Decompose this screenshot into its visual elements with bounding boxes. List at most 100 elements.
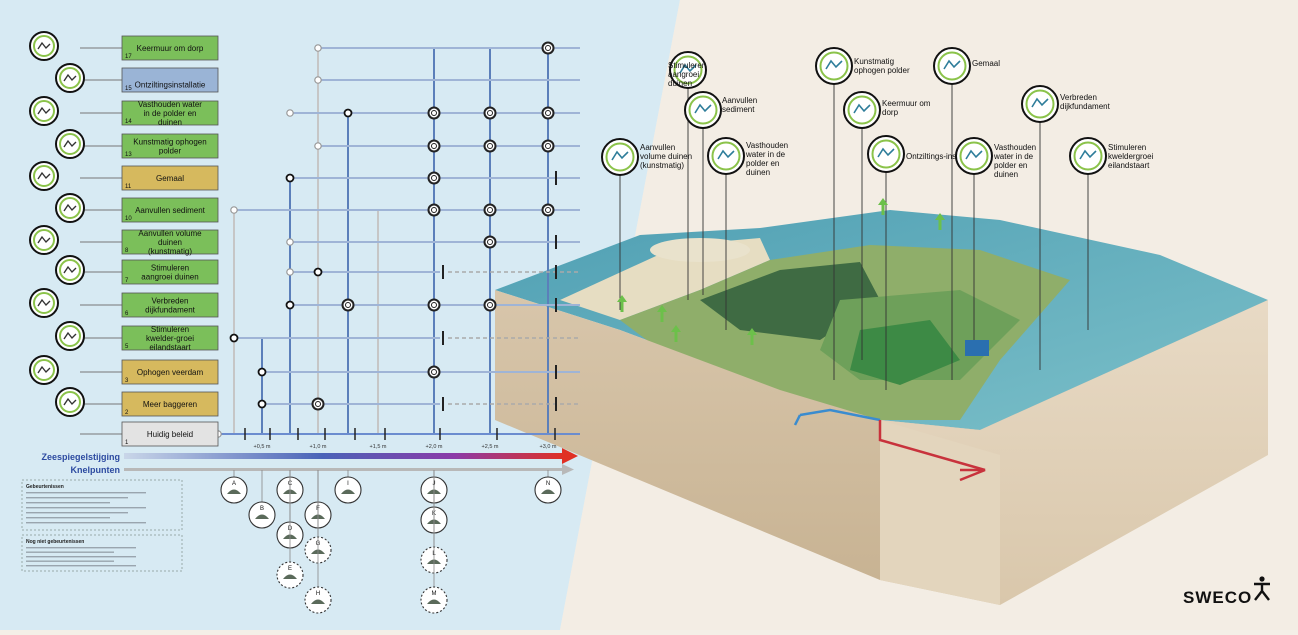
measure-box	[121, 133, 219, 159]
decision-ring-inner	[545, 45, 551, 51]
callout-label: Stimuleren	[1108, 143, 1146, 152]
measure-label: Verbreden	[152, 297, 189, 306]
knelpunt-n: N	[534, 470, 562, 504]
decision-ring	[541, 41, 555, 55]
decision-ring	[427, 298, 441, 312]
decision-ring	[483, 106, 497, 120]
measure-number: 17	[125, 54, 132, 60]
decision-ring-inner	[487, 110, 493, 116]
sea-level-axis: Zeespiegelstijging Knelpunten +0,5 m +1,0 m…	[41, 444, 578, 475]
decision-ring	[427, 203, 441, 217]
callout-icon	[707, 137, 745, 175]
raise-arrow-icon	[878, 198, 888, 215]
callout-label: kweldergroei	[1108, 152, 1154, 161]
measure-label: Ontziltingsinstallatie	[135, 81, 206, 90]
measure-label: dijkfundament	[145, 306, 196, 315]
raise-arrow-icon	[657, 305, 667, 322]
decision-ring-inner	[545, 207, 551, 213]
callout-label: Ontziltings-installatie	[906, 152, 980, 161]
legend-heading-1: Gebeurtenissen	[26, 484, 64, 490]
callout-label: Stimuleren	[668, 61, 706, 70]
legend-lines	[26, 492, 146, 567]
measure-box	[121, 67, 219, 93]
salt-water-pipe	[878, 420, 986, 472]
decision-ring	[483, 298, 497, 312]
decision-ring	[427, 171, 441, 185]
knelpunt-letter: E	[288, 566, 292, 572]
decision-ring-inner	[431, 207, 437, 213]
village-wall-icon	[29, 31, 59, 61]
legend-text-line	[26, 522, 146, 524]
measure-label: aangroei duinen	[141, 273, 198, 282]
decision-ring	[541, 139, 555, 153]
callout-label: dijkfundament	[1060, 102, 1111, 111]
measure-number: 8	[125, 248, 129, 254]
callout-icon	[933, 47, 971, 85]
callout-label: Aanvullen	[722, 96, 757, 105]
measure-row-2: 2 Meer baggeren	[55, 387, 219, 417]
legend-text-line	[26, 565, 136, 567]
decision-ring-inner	[315, 401, 321, 407]
axis-tick-label: +2,5 m	[482, 444, 499, 450]
sediment-icon	[55, 193, 85, 223]
decision-ring-inner	[431, 110, 437, 116]
sea-level-arrow-icon	[562, 448, 578, 464]
callout-label: duinen	[994, 170, 1018, 179]
knelpunten-row: ABCDEFGHIJKLMN	[220, 470, 562, 614]
measure-label: Huidig beleid	[147, 430, 193, 439]
knelpunt-letter: H	[316, 591, 320, 597]
tipping-node	[257, 399, 267, 409]
callout-label: dorp	[882, 108, 899, 117]
measure-number: 2	[125, 410, 129, 416]
measure-box	[121, 325, 219, 351]
water-retention-icon	[29, 96, 59, 126]
decision-ring	[341, 298, 355, 312]
transfer-node	[286, 238, 294, 246]
pumping-station-icon	[29, 161, 59, 191]
tipping-node	[343, 108, 353, 118]
measure-box	[121, 100, 219, 126]
tipping-node	[257, 367, 267, 377]
decision-ring-inner	[431, 302, 437, 308]
callout-label: ophogen polder	[854, 66, 910, 75]
decision-ring-inner	[487, 239, 493, 245]
decision-ring	[483, 235, 497, 249]
transfer-node	[314, 44, 322, 52]
legend-box-1	[21, 479, 183, 531]
legend-text-line	[26, 492, 146, 494]
measure-label: Ophogen veerdam	[137, 368, 204, 377]
legend-text-line	[26, 547, 136, 549]
axis-tick-label: +2,0 m	[426, 444, 443, 450]
callout-icon	[669, 51, 707, 89]
callout-label: duinen	[668, 79, 692, 88]
callout-icon	[843, 91, 881, 129]
knelpunt-letter: B	[260, 506, 264, 512]
decision-ring	[483, 203, 497, 217]
transfer-node	[314, 76, 322, 84]
legend-heading-2: Nog niet gebeurtenissen	[26, 539, 84, 545]
callout-label: (kunstmatig)	[640, 161, 684, 170]
measure-row-11: 11 Gemaal	[29, 161, 219, 191]
callout-icon	[1069, 137, 1107, 175]
measure-label: eilandstaart	[149, 343, 191, 352]
decision-ring	[427, 139, 441, 153]
callout-label: volume duinen	[640, 152, 692, 161]
raise-arrow-icon	[617, 295, 627, 312]
callout-label: Gemaal	[972, 59, 1000, 68]
callout-label: polder en	[994, 161, 1027, 170]
decision-ring	[483, 139, 497, 153]
measure-label: Stimuleren	[151, 264, 189, 273]
dune-volume-icon	[29, 225, 59, 255]
decision-ring-inner	[431, 175, 437, 181]
decision-ring-inner	[545, 110, 551, 116]
salt-water-arrow	[959, 468, 986, 482]
